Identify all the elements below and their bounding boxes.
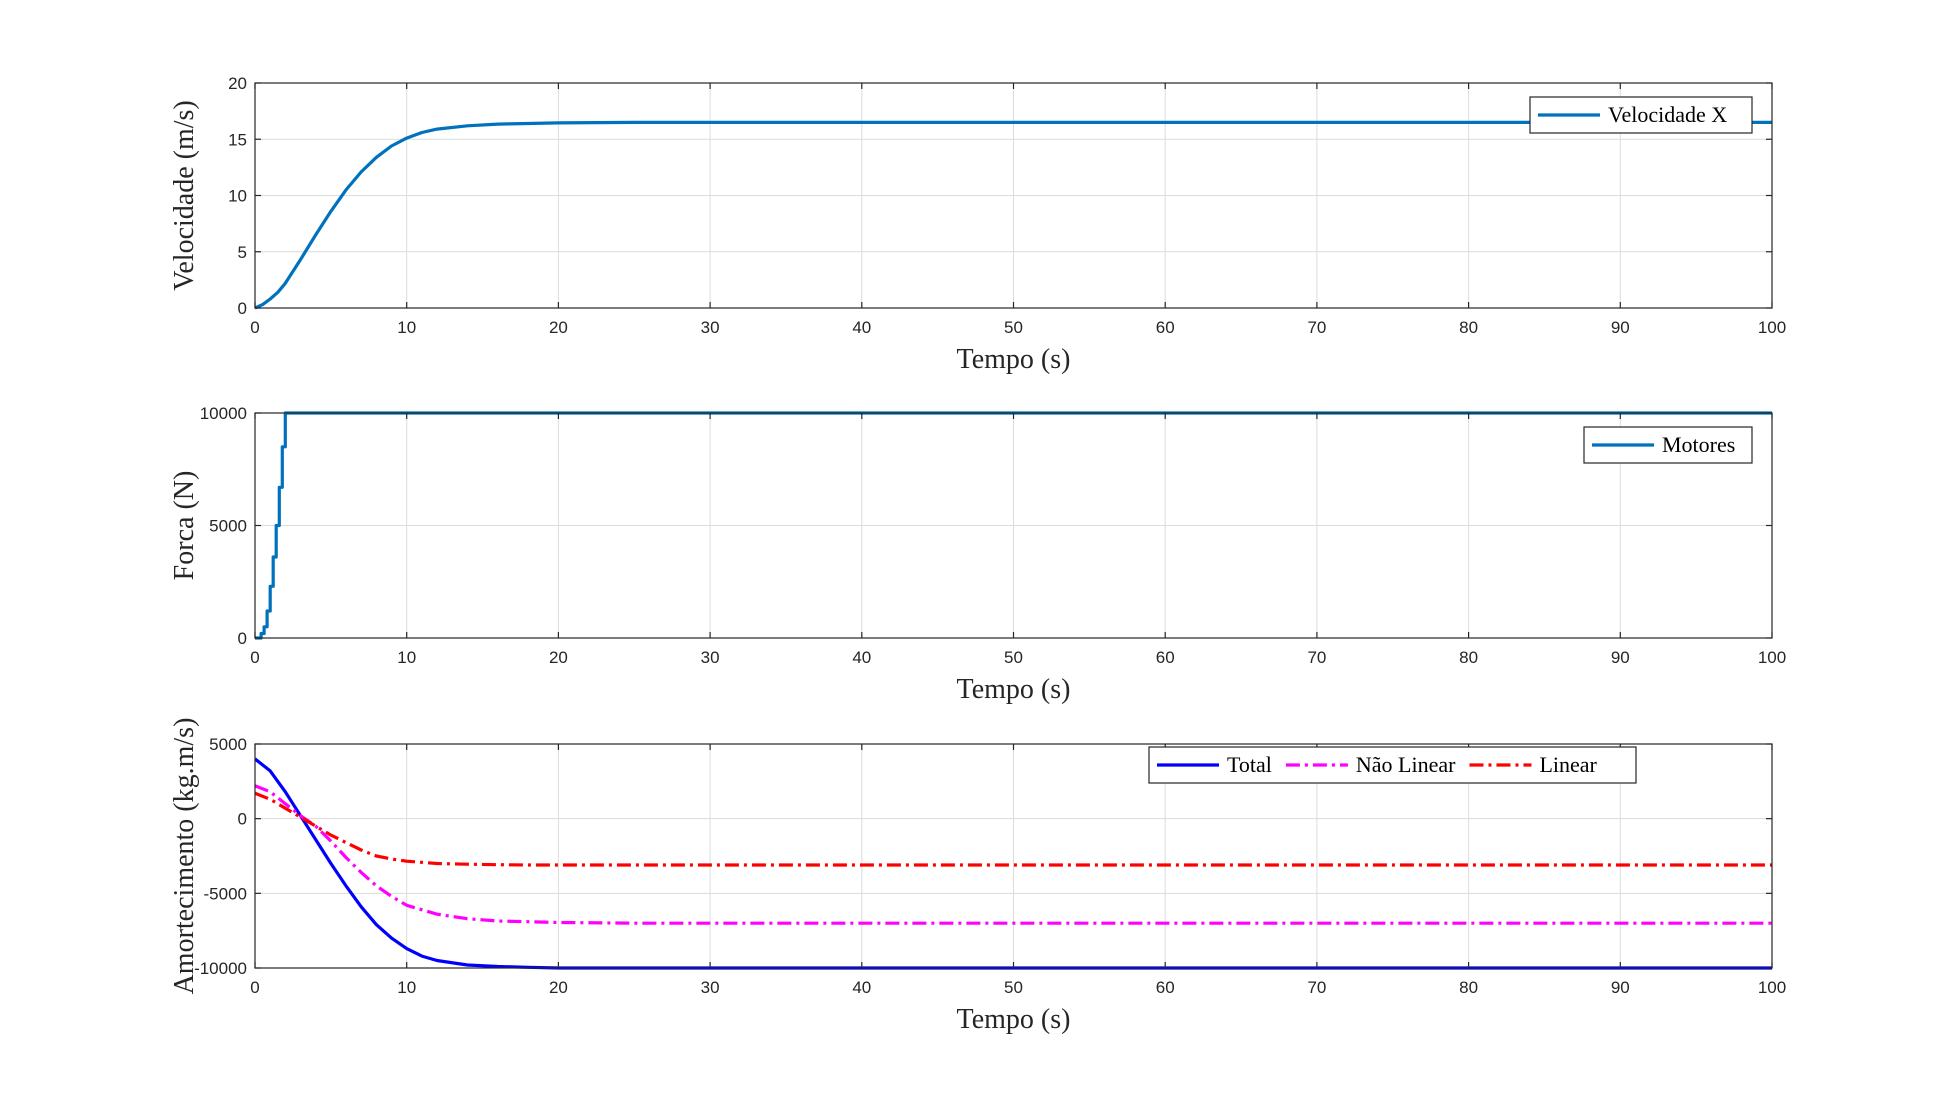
legend-entry: Motores [1662,432,1735,457]
x-tick-label: 90 [1611,318,1630,337]
legend: Total Não Linear Linear [1148,746,1637,784]
damping-chart: 0 10 20 30 40 50 60 70 80 90 100 -10000 -5000 0 5000 Te… [169,718,1786,1035]
x-tick-label: 60 [1156,318,1175,337]
x-tick-label: 80 [1459,648,1478,667]
x-tick-label: 50 [1004,318,1023,337]
x-tick-label: 50 [1004,978,1023,997]
x-tick-label: 20 [549,978,568,997]
y-tick-label: 5000 [209,517,247,536]
x-tick-label: 20 [549,318,568,337]
x-tick-label: 90 [1611,978,1630,997]
x-tick-label: 100 [1758,318,1786,337]
y-tick-label: 15 [228,130,247,149]
x-tick-label: 70 [1307,978,1326,997]
y-tick-label: 5000 [209,735,247,754]
y-tick-label: 10000 [200,404,247,423]
series-line-2 [255,791,1772,867]
y-tick-label: 0 [238,629,247,648]
x-tick-label: 40 [852,978,871,997]
y-tick-label: 20 [228,74,247,93]
x-tick-label: 80 [1459,318,1478,337]
y-tick-label: 0 [238,810,247,829]
x-tick-label: 100 [1758,648,1786,667]
force-chart: 0 10 20 30 40 50 60 70 80 90 100 0 5000 10000 Tempo (s… [169,404,1786,705]
x-axis-label: Tempo (s) [957,1004,1071,1035]
legend: Motores [1583,426,1753,464]
x-tick-label: 50 [1004,648,1023,667]
x-tick-label: 0 [250,318,259,337]
legend-entry: Não Linear [1356,752,1456,777]
legend-box [1148,746,1637,784]
x-tick-label: 40 [852,648,871,667]
x-tick-label: 0 [250,978,259,997]
velocity-chart: 0 10 20 30 40 50 60 70 80 90 100 0 5 10 15 20 Tempo (s) V… [169,74,1786,375]
x-tick-label: 10 [397,318,416,337]
x-tick-label: 70 [1307,318,1326,337]
y-tick-label: 0 [238,299,247,318]
x-tick-label: 40 [852,318,871,337]
y-tick-label: -10000 [194,959,247,978]
x-tick-label: 30 [701,648,720,667]
x-tick-label: 100 [1758,978,1786,997]
series-line-0 [255,411,1772,640]
x-tick-label: 90 [1611,648,1630,667]
y-tick-label: 10 [228,187,247,206]
x-tick-label: 30 [701,318,720,337]
x-axis-label: Tempo (s) [957,344,1071,375]
y-axis-label: Velocidade (m/s) [169,100,200,291]
legend-entry: Velocidade X [1608,102,1727,127]
series-line-1 [255,784,1772,925]
legend: Velocidade X [1529,96,1753,134]
x-tick-label: 30 [701,978,720,997]
y-tick-label: -5000 [204,884,247,903]
x-tick-label: 70 [1307,648,1326,667]
x-tick-label: 60 [1156,648,1175,667]
x-tick-label: 60 [1156,978,1175,997]
y-axis-label: Forca (N) [169,471,200,581]
legend-entry: Total [1227,752,1272,777]
x-tick-label: 0 [250,648,259,667]
x-tick-label: 10 [397,978,416,997]
y-axis-label: Amortecimento (kg.m/s) [169,718,200,995]
x-tick-label: 80 [1459,978,1478,997]
x-axis-label: Tempo (s) [957,674,1071,705]
series-line-0 [255,120,1772,310]
y-tick-label: 5 [238,243,247,262]
x-tick-label: 20 [549,648,568,667]
x-tick-label: 10 [397,648,416,667]
legend-entry: Linear [1539,752,1597,777]
